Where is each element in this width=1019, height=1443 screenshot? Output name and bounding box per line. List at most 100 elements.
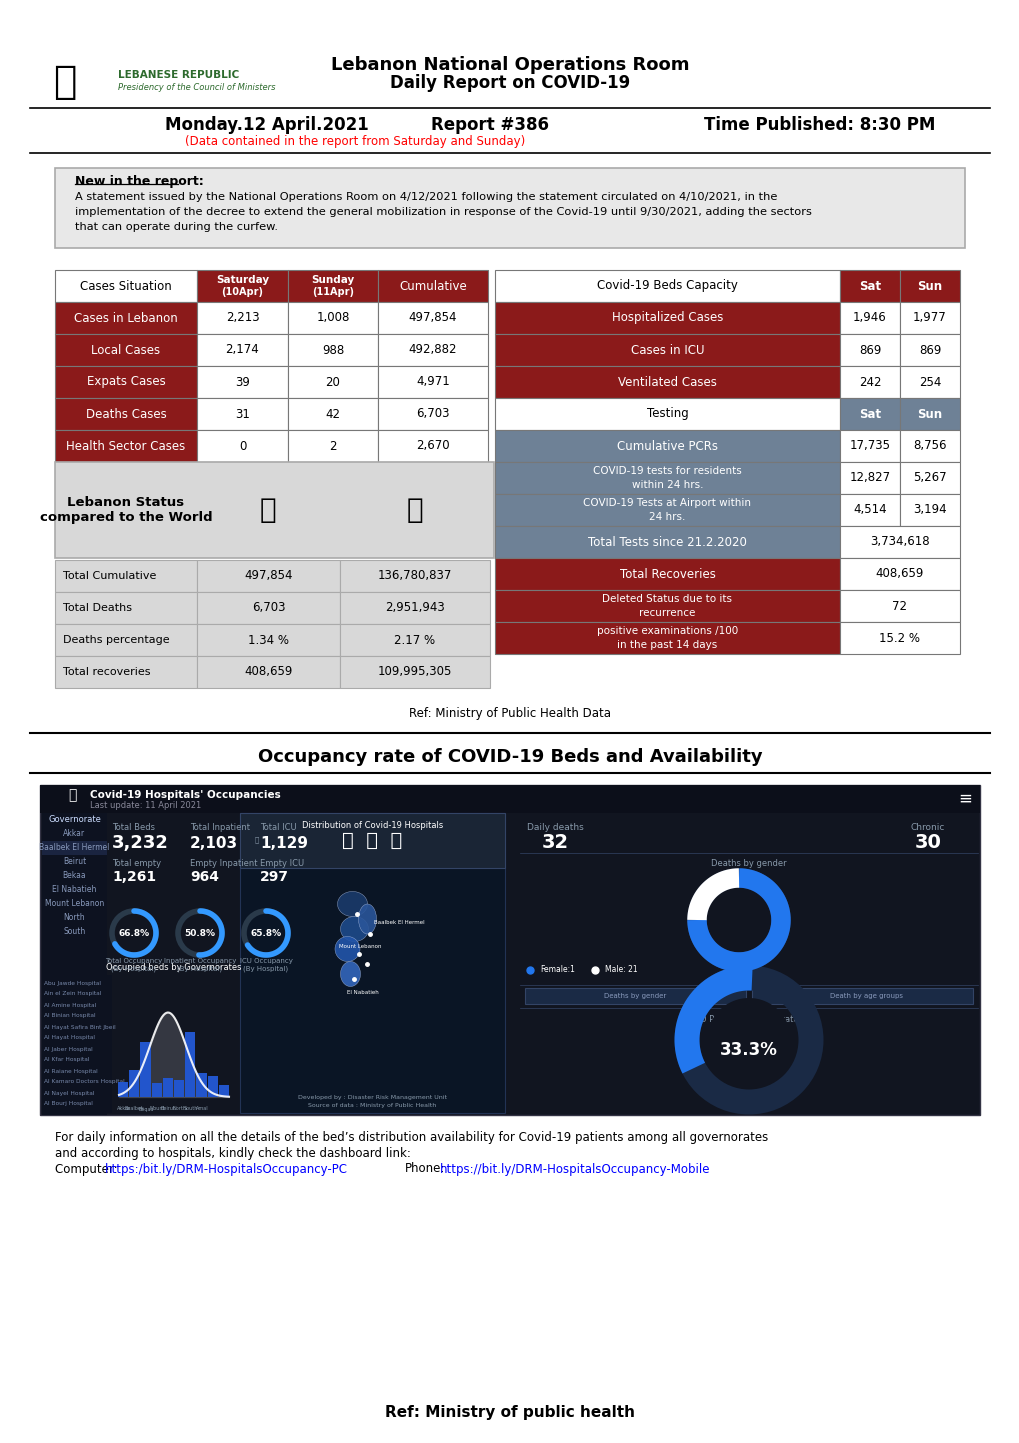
Bar — [840, 430, 899, 462]
Bar — [197, 430, 287, 462]
Bar — [287, 430, 378, 462]
Text: 497,854: 497,854 — [244, 570, 292, 583]
Text: 1,261: 1,261 — [112, 870, 156, 885]
Text: New in the report:: New in the report: — [75, 176, 204, 189]
Text: Beqaa: Beqaa — [139, 1107, 154, 1111]
Text: 297: 297 — [260, 870, 288, 885]
Text: 6,703: 6,703 — [416, 407, 449, 420]
Text: Al Hayat Safira Bint Jbeil: Al Hayat Safira Bint Jbeil — [44, 1025, 115, 1029]
Text: (By Hospital): (By Hospital) — [177, 965, 222, 973]
Bar — [840, 302, 899, 333]
Text: Monday.12 April.2021: Monday.12 April.2021 — [165, 115, 369, 134]
Text: ≡: ≡ — [957, 789, 971, 808]
Text: (11Apr): (11Apr) — [312, 287, 354, 297]
Bar — [899, 494, 959, 527]
Text: and according to hospitals, kindly check the dashboard link:: and according to hospitals, kindly check… — [55, 1147, 411, 1160]
Bar — [197, 302, 287, 333]
Bar — [494, 462, 840, 494]
Bar — [55, 302, 197, 333]
Text: Male: 21: Male: 21 — [604, 965, 637, 974]
Text: Baalbek El Hermel: Baalbek El Hermel — [374, 919, 425, 925]
Bar — [494, 333, 840, 367]
Text: 1,977: 1,977 — [912, 312, 946, 325]
Text: 🗺: 🗺 — [260, 496, 276, 524]
Text: Total Cumulative: Total Cumulative — [63, 571, 156, 582]
Text: Saturday: Saturday — [216, 276, 269, 286]
Text: 20: 20 — [325, 375, 340, 388]
Bar — [494, 558, 840, 590]
Bar — [55, 462, 493, 558]
Text: North: North — [172, 1107, 186, 1111]
Bar — [494, 590, 840, 622]
Bar — [42, 975, 112, 1113]
Bar — [197, 1074, 207, 1097]
Text: Sun: Sun — [916, 280, 942, 293]
Text: 408,659: 408,659 — [245, 665, 292, 678]
Text: Total recoveries: Total recoveries — [63, 667, 151, 677]
Bar — [55, 333, 197, 367]
Text: (By Hospital): (By Hospital) — [244, 965, 288, 973]
Text: For daily information on all the details of the bed’s distribution availability : For daily information on all the details… — [55, 1130, 767, 1143]
Bar — [40, 785, 979, 1115]
Bar — [40, 785, 979, 812]
Text: Source of data : Ministry of Public Health: Source of data : Ministry of Public Heal… — [308, 1102, 436, 1107]
Text: South: South — [183, 1107, 198, 1111]
Text: 497,854: 497,854 — [409, 312, 457, 325]
Bar — [55, 430, 197, 462]
Text: https:/bit.ly/DRM-HospitalsOccupancy-PC: https:/bit.ly/DRM-HospitalsOccupancy-PC — [105, 1163, 347, 1176]
Bar — [378, 302, 487, 333]
Text: Akkar: Akkar — [63, 830, 86, 838]
Bar — [840, 527, 959, 558]
Text: 2.17 %: 2.17 % — [394, 633, 435, 646]
Text: COVID-19 tests for residents: COVID-19 tests for residents — [592, 466, 741, 476]
Text: Report #386: Report #386 — [431, 115, 548, 134]
Bar — [141, 1042, 151, 1097]
Bar — [494, 494, 840, 527]
Text: 2,174: 2,174 — [225, 343, 259, 356]
Ellipse shape — [358, 903, 376, 934]
Bar — [525, 988, 745, 1004]
Text: 50.8%: 50.8% — [184, 928, 215, 938]
Text: 17,735: 17,735 — [849, 440, 890, 453]
Bar — [287, 367, 378, 398]
Text: 3,734,618: 3,734,618 — [869, 535, 929, 548]
Bar — [339, 592, 489, 623]
Bar — [208, 1076, 218, 1097]
Text: Hospitalized Cases: Hospitalized Cases — [611, 312, 722, 325]
Text: Mount: Mount — [150, 1107, 165, 1111]
Text: 🏛  🏥  🌿: 🏛 🏥 🌿 — [342, 831, 403, 850]
Text: Phone:: Phone: — [405, 1163, 445, 1176]
Bar — [378, 367, 487, 398]
Bar — [378, 333, 487, 367]
Bar — [494, 622, 840, 654]
Text: COVID-19 Tests at Airport within: COVID-19 Tests at Airport within — [583, 498, 751, 508]
Text: Occupancy rate of COVID-19 Beds and Availability: Occupancy rate of COVID-19 Beds and Avai… — [258, 747, 761, 766]
Text: 🌲: 🌲 — [53, 63, 76, 101]
Text: Computer:: Computer: — [55, 1163, 121, 1176]
Text: Baalbek El Hermel: Baalbek El Hermel — [40, 844, 110, 853]
Bar — [239, 812, 504, 869]
Text: 4,514: 4,514 — [852, 504, 886, 517]
Text: (By Hospital): (By Hospital) — [111, 965, 156, 973]
Bar — [118, 1082, 128, 1097]
Bar — [840, 333, 899, 367]
Text: Akkar: Akkar — [116, 1107, 130, 1111]
Text: Chronic: Chronic — [910, 823, 945, 831]
Text: 2,103: 2,103 — [190, 835, 237, 850]
Text: Lebanon Status: Lebanon Status — [67, 495, 184, 508]
Text: 988: 988 — [322, 343, 343, 356]
Text: (10Apr): (10Apr) — [221, 287, 263, 297]
Text: ICU Occupancy: ICU Occupancy — [239, 958, 292, 964]
Text: 3,194: 3,194 — [912, 504, 946, 517]
Bar — [197, 367, 287, 398]
Bar — [287, 270, 378, 302]
Text: 254: 254 — [918, 375, 941, 388]
Text: Empty Inpatient: Empty Inpatient — [190, 859, 257, 867]
Text: Al Bourj Hospital: Al Bourj Hospital — [44, 1101, 93, 1107]
Text: South: South — [63, 928, 86, 937]
Bar — [339, 657, 489, 688]
Text: A statement issued by the National Operations Room on 4/12/2021 following the st: A statement issued by the National Opera… — [75, 192, 776, 202]
Text: Sun: Sun — [916, 407, 942, 420]
Text: Sat: Sat — [858, 407, 880, 420]
Bar — [163, 1078, 173, 1097]
